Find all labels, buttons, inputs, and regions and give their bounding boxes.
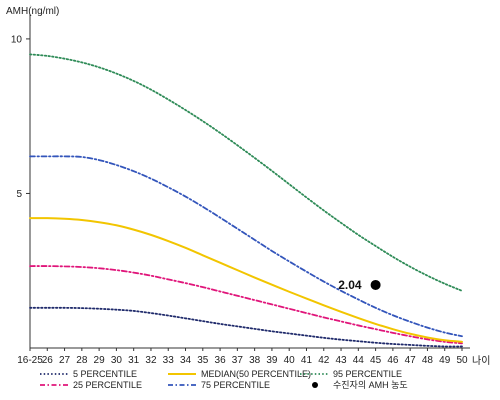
x-tick-label: 35 [197,355,209,366]
x-tick-label: 42 [318,355,330,366]
y-axis-label: AMH(ng/ml) [6,6,59,17]
legend-marker-patient [312,382,318,388]
x-tick-label: 29 [94,355,106,366]
x-tick-label: 45 [370,355,382,366]
x-tick-label: 44 [353,355,365,366]
series-line-25-percentile [29,265,463,345]
legend-label: 75 PERCENTILE [201,380,270,390]
x-axis-label: 나이 [472,355,490,367]
legend-label: 95 PERCENTILE [333,369,402,379]
patient-amh-point [370,279,381,290]
x-tick-label: 43 [335,355,347,366]
marker-layer: 2.04 [338,278,381,292]
x-tick-label: 39 [266,355,278,366]
legend-label: 수진자의 AMH 농도 [333,380,408,390]
x-tick-label: 27 [59,355,71,366]
patient-amh-value-label: 2.04 [338,278,362,292]
x-tick-label: 26 [42,355,54,366]
x-tick-label: 34 [180,355,192,366]
x-tick-label: 49 [439,355,451,366]
legend-label: 25 PERCENTILE [73,380,142,390]
x-tick-label: 50 [456,355,468,366]
x-tick-label: 16-25 [17,355,43,366]
y-tick-label: 5 [16,189,22,200]
x-tick-label: 46 [387,355,399,366]
x-tick-label: 30 [111,355,123,366]
series-line-75-percentile [29,155,463,338]
y-tick-label: 10 [11,34,23,45]
x-tick-label: 28 [76,355,88,366]
series-line-95-percentile [29,53,463,292]
x-tick-label: 48 [422,355,434,366]
x-tick-label: 36 [215,355,227,366]
x-tick-label: 40 [284,355,296,366]
x-tick-label: 38 [249,355,261,366]
series-line-5-percentile [29,306,463,348]
x-tick-label: 37 [232,355,244,366]
x-tick-label: 33 [163,355,175,366]
legend-label: 5 PERCENTILE [73,369,137,379]
x-tick-label: 31 [128,355,140,366]
series-layer [29,53,463,348]
x-tick-label: 41 [301,355,313,366]
series-line-median-50-percentile [29,217,463,343]
x-tick-label: 32 [145,355,157,366]
x-tick-label: 47 [405,355,417,366]
legend-label: MEDIAN(50 PERCENTILE) [201,369,311,379]
